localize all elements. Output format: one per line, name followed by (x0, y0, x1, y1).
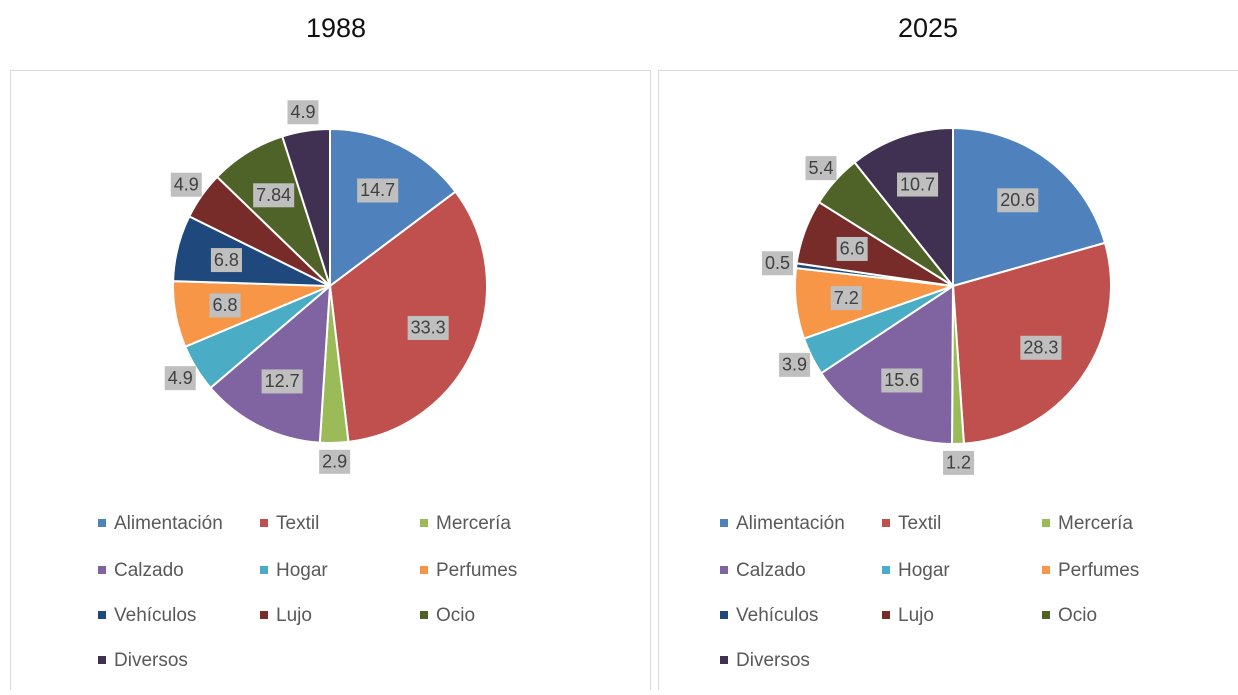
legend-label: Perfumes (436, 560, 517, 581)
legend-label: Vehículos (736, 605, 818, 626)
legend-label: Textil (276, 513, 319, 534)
legend-swatch (98, 519, 106, 527)
data-label: 15.6 (884, 370, 919, 390)
legend-swatch (260, 566, 268, 574)
data-label: 7.2 (834, 288, 859, 308)
legend-label: Mercería (1058, 513, 1133, 534)
legend-label: Perfumes (1058, 560, 1139, 581)
chart-title: 2025 (898, 13, 958, 43)
data-label: 28.3 (1023, 338, 1058, 358)
legend-swatch (98, 611, 106, 619)
legend-swatch (720, 519, 728, 527)
data-label: 7.84 (256, 185, 291, 205)
legend-label: Diversos (736, 650, 810, 671)
legend-swatch (1042, 611, 1050, 619)
legend-swatch (420, 566, 428, 574)
legend-swatch (720, 656, 728, 664)
chart-title: 1988 (306, 13, 366, 43)
data-label: 12.7 (265, 371, 300, 391)
data-label: 10.7 (900, 174, 935, 194)
data-label: 3.9 (782, 355, 807, 375)
data-label: 6.8 (214, 250, 239, 270)
legend-label: Mercería (436, 513, 511, 534)
legend-swatch (98, 656, 106, 664)
legend-label: Hogar (898, 560, 950, 581)
legend-label: Textil (898, 513, 941, 534)
legend-swatch (260, 611, 268, 619)
legend-label: Calzado (736, 560, 806, 581)
data-label: 4.9 (174, 174, 199, 194)
legend-label: Lujo (276, 605, 312, 626)
legend-swatch (720, 566, 728, 574)
data-label: 2.9 (322, 452, 347, 472)
data-label: 5.4 (808, 158, 833, 178)
legend-label: Lujo (898, 605, 934, 626)
legend-label: Diversos (114, 650, 188, 671)
legend-label: Alimentación (736, 513, 845, 534)
data-label: 6.6 (840, 239, 865, 259)
legend-label: Alimentación (114, 513, 223, 534)
legend-swatch (1042, 566, 1050, 574)
legend-swatch (260, 519, 268, 527)
legend-swatch (882, 519, 890, 527)
data-label: 14.7 (360, 180, 395, 200)
data-label: 4.9 (290, 102, 315, 122)
data-label: 33.3 (411, 318, 446, 338)
legend-swatch (720, 611, 728, 619)
legend-swatch (1042, 519, 1050, 527)
legend-swatch (420, 519, 428, 527)
legend-label: Hogar (276, 560, 328, 581)
data-label: 6.8 (213, 295, 238, 315)
legend-swatch (420, 611, 428, 619)
data-label: 1.2 (946, 453, 971, 473)
legend-swatch (882, 566, 890, 574)
data-label: 20.6 (1000, 190, 1035, 210)
legend-swatch (98, 566, 106, 574)
legend-label: Vehículos (114, 605, 196, 626)
legend-label: Ocio (436, 605, 475, 626)
data-label: 4.9 (168, 368, 193, 388)
legend-label: Ocio (1058, 605, 1097, 626)
legend-swatch (882, 611, 890, 619)
legend-label: Calzado (114, 560, 184, 581)
data-label: 0.5 (765, 253, 790, 273)
